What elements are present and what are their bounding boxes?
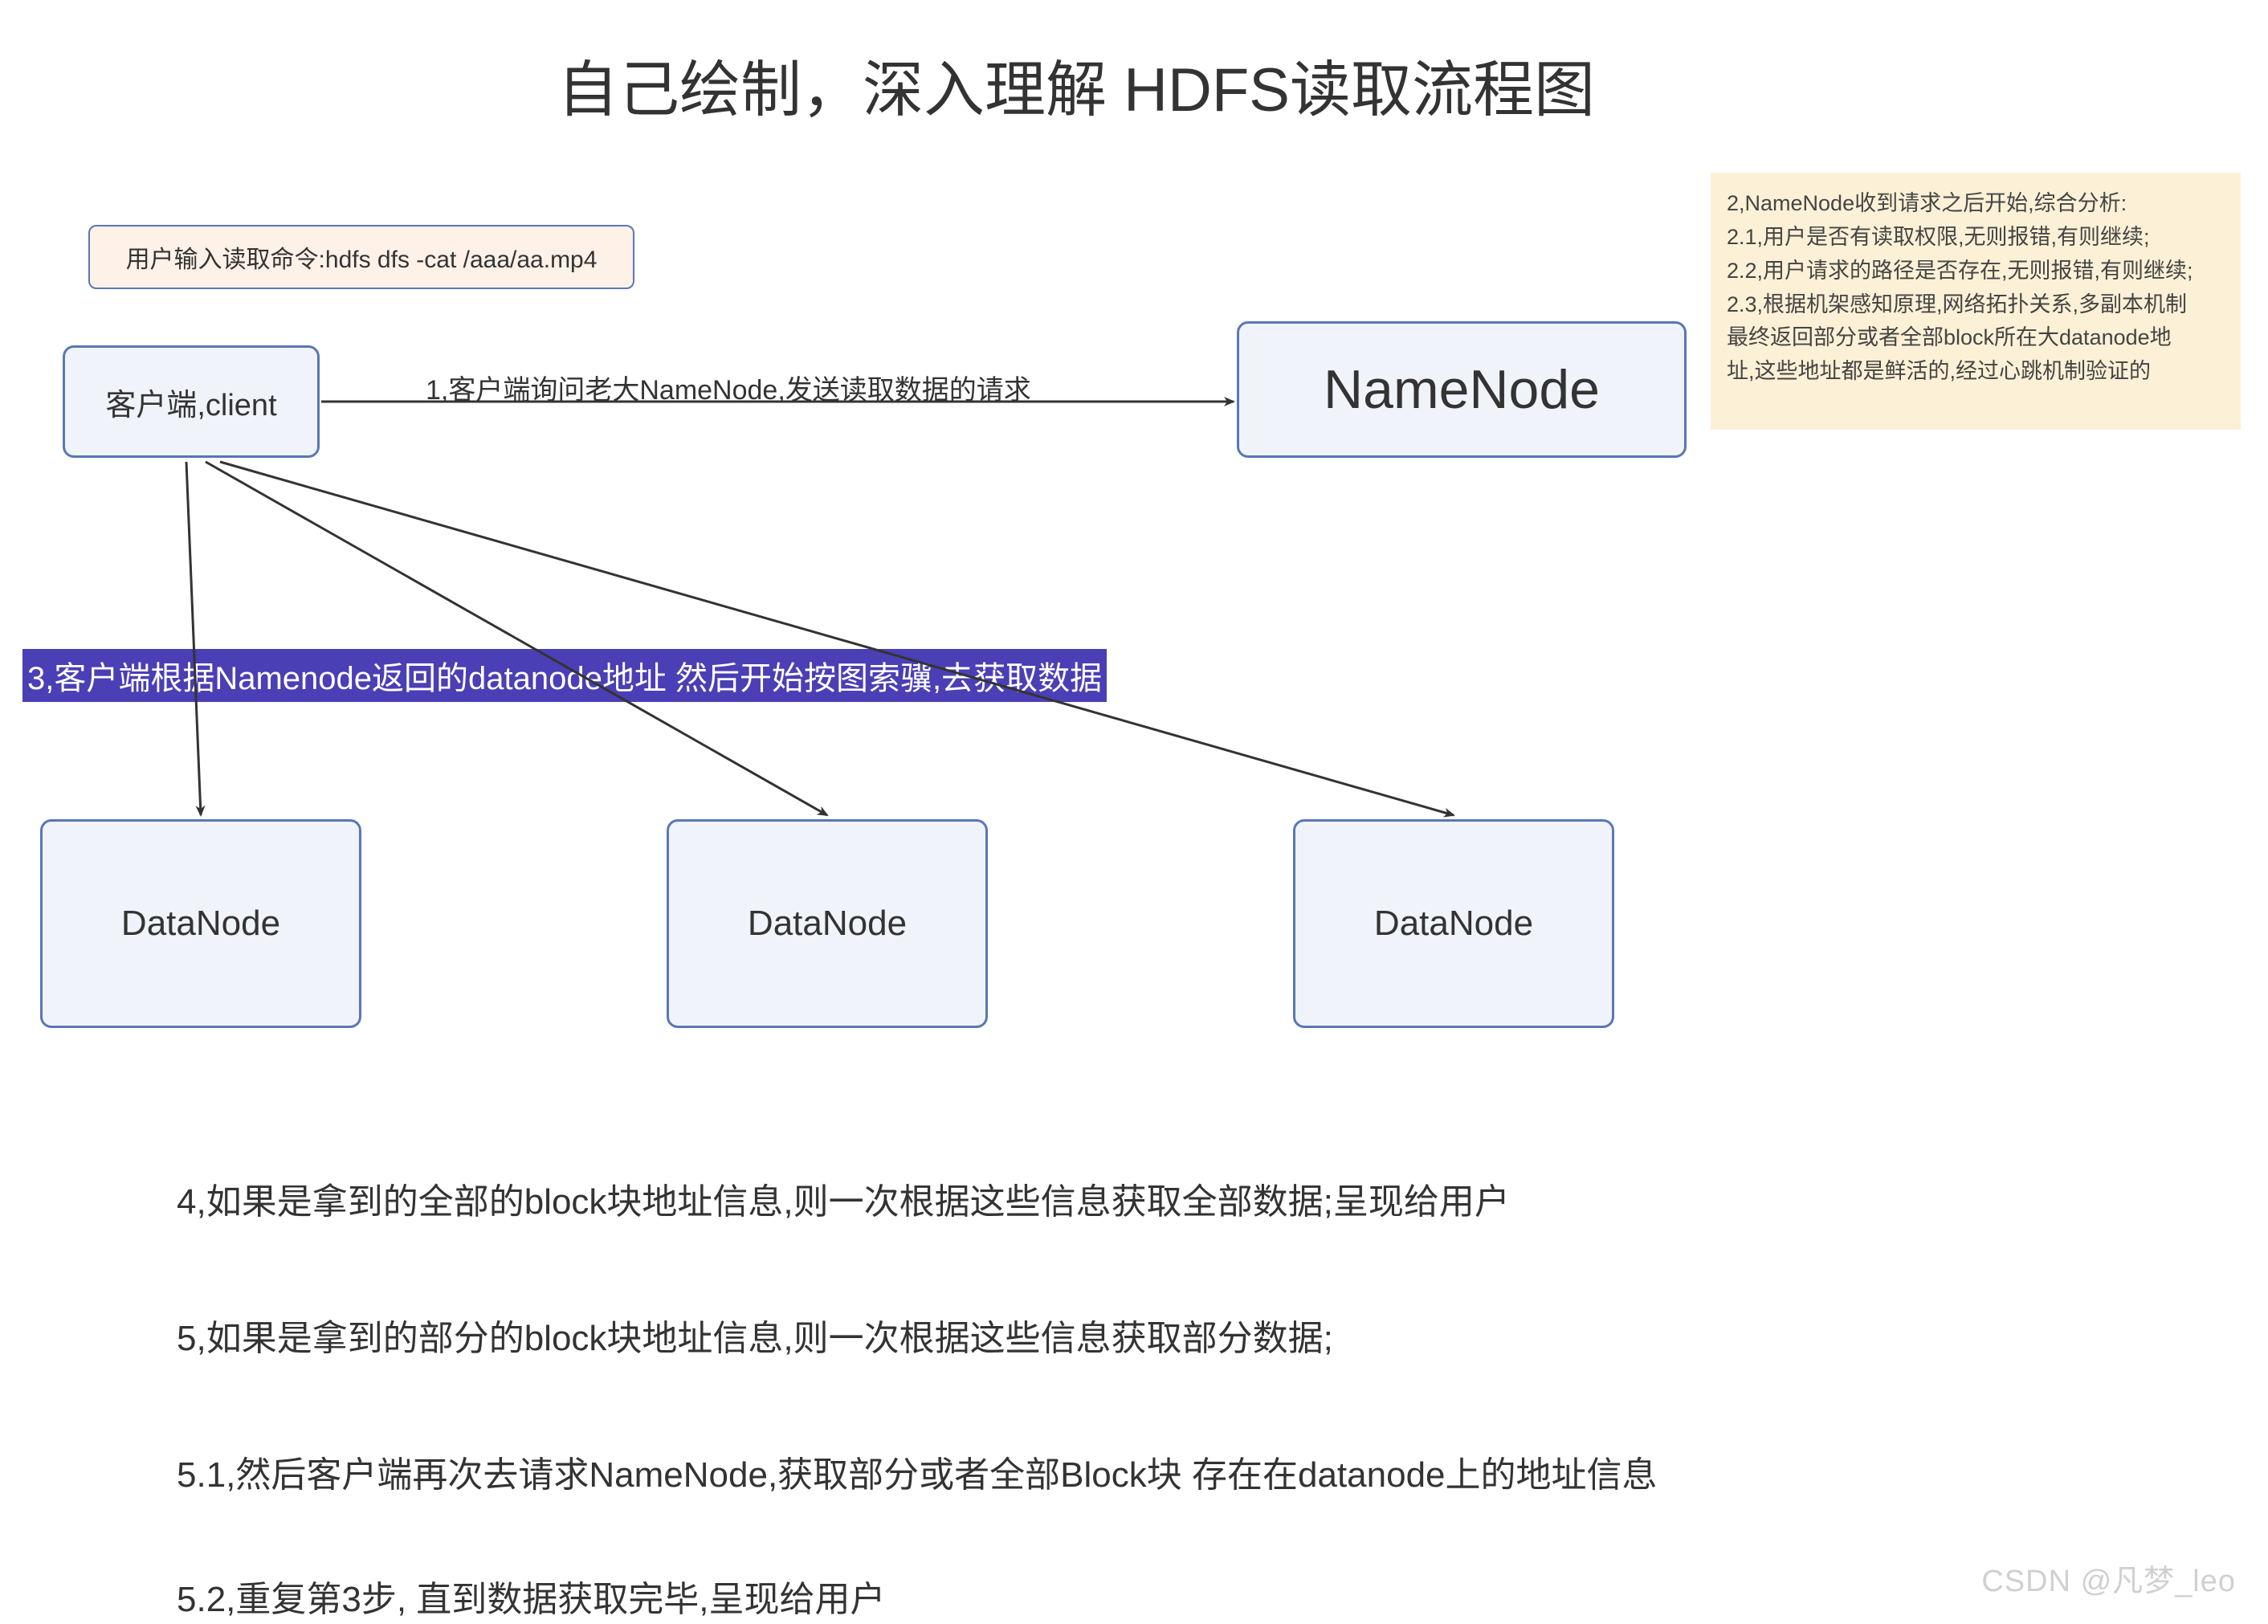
step-5-text: 5,如果是拿到的部分的block块地址信息,则一次根据这些信息获取部分数据; (177, 1309, 1333, 1361)
namenode-label: NameNode (1324, 358, 1600, 421)
edge-label-client-to-namenode: 1,客户端询问老大NameNode,发送读取数据的请求 (426, 368, 1031, 407)
step-3-highlight: 3,客户端根据Namenode返回的datanode地址 然后开始按图索骥,去获… (22, 649, 1107, 702)
note-line: 址,这些地址都是鲜活的,经过心跳机制验证的 (1727, 355, 2225, 389)
namenode-node: NameNode (1237, 321, 1687, 458)
datanode-2-label: DataNode (748, 904, 907, 944)
command-text: 用户输入读取命令:hdfs dfs -cat /aaa/aa.mp4 (126, 239, 598, 275)
command-box: 用户输入读取命令:hdfs dfs -cat /aaa/aa.mp4 (88, 225, 634, 289)
note-line: 2.1,用户是否有读取权限,无则报错,有则继续; (1727, 221, 2225, 255)
datanode-3: DataNode (1293, 819, 1614, 1028)
diagram-canvas: 自己绘制，深入理解 HDFS读取流程图 用户输入读取命令:hdfs dfs -c… (0, 0, 2268, 1624)
namenode-analysis-note: 2,NameNode收到请求之后开始,综合分析:2.1,用户是否有读取权限,无则… (1711, 173, 2241, 430)
client-label: 客户端,client (105, 380, 276, 424)
note-line: 2.3,根据机架感知原理,网络拓扑关系,多副本机制 (1727, 288, 2225, 322)
datanode-3-label: DataNode (1374, 904, 1533, 944)
edge (220, 462, 1454, 815)
edge (186, 462, 201, 815)
edge (206, 462, 827, 815)
diagram-title: 自己绘制，深入理解 HDFS读取流程图 (353, 40, 1799, 129)
watermark: CSDN @凡梦_leo (1981, 1556, 2236, 1600)
note-line: 最终返回部分或者全部block所在大datanode地 (1727, 321, 2225, 355)
datanode-1: DataNode (40, 819, 361, 1028)
note-line: 2.2,用户请求的路径是否存在,无则报错,有则继续; (1727, 255, 2225, 288)
datanode-2: DataNode (667, 819, 988, 1028)
step-5-2-text: 5.2,重复第3步, 直到数据获取完毕,呈现给用户 (177, 1570, 886, 1622)
step-5-1-text: 5.1,然后客户端再次去请求NameNode,获取部分或者全部Block块 存在… (177, 1446, 1658, 1497)
step-4-text: 4,如果是拿到的全部的block块地址信息,则一次根据这些信息获取全部数据;呈现… (177, 1173, 1510, 1224)
note-line: 2,NameNode收到请求之后开始,综合分析: (1727, 187, 2225, 221)
datanode-1-label: DataNode (121, 904, 280, 944)
client-node: 客户端,client (63, 345, 320, 458)
